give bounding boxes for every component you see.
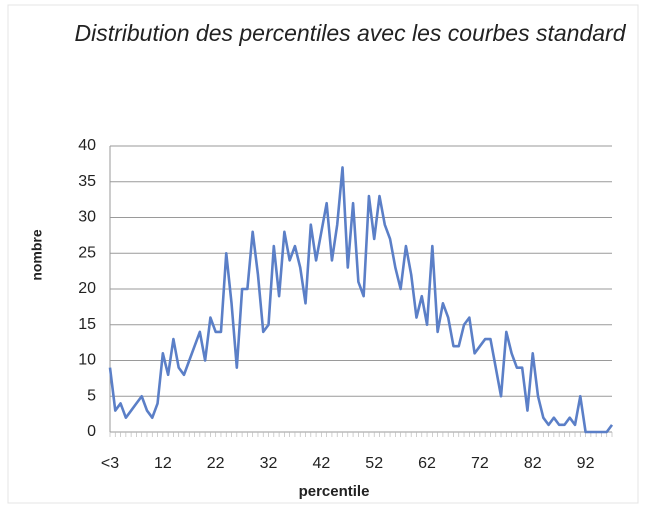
x-tick-label: 62 — [418, 455, 436, 472]
y-tick-label: 40 — [78, 137, 96, 154]
y-tick-label: 25 — [78, 244, 96, 261]
y-tick-label: 5 — [87, 387, 96, 404]
y-tick-label: 15 — [78, 316, 96, 333]
x-axis-label: percentile — [299, 483, 370, 500]
x-tick-label: 92 — [577, 455, 595, 472]
x-tick-label: 52 — [365, 455, 383, 472]
y-tick-label: 0 — [87, 423, 96, 440]
y-axis-label: nombre — [29, 229, 45, 281]
y-tick-label: 20 — [78, 280, 96, 297]
x-tick-label: 12 — [154, 455, 172, 472]
x-tick-label: <3 — [101, 455, 119, 472]
y-tick-label: 10 — [78, 352, 96, 369]
x-tick-label: 82 — [524, 455, 542, 472]
y-tick-label: 35 — [78, 173, 96, 190]
x-tick-label: 72 — [471, 455, 489, 472]
chart-title: Distribution des percentiles avec les co… — [74, 20, 626, 46]
x-tick-label: 42 — [312, 455, 330, 472]
x-tick-label: 22 — [207, 455, 225, 472]
x-tick-label: 32 — [260, 455, 278, 472]
data-line — [108, 166, 614, 434]
y-tick-label: 30 — [78, 209, 96, 226]
chart-border — [7, 4, 639, 504]
